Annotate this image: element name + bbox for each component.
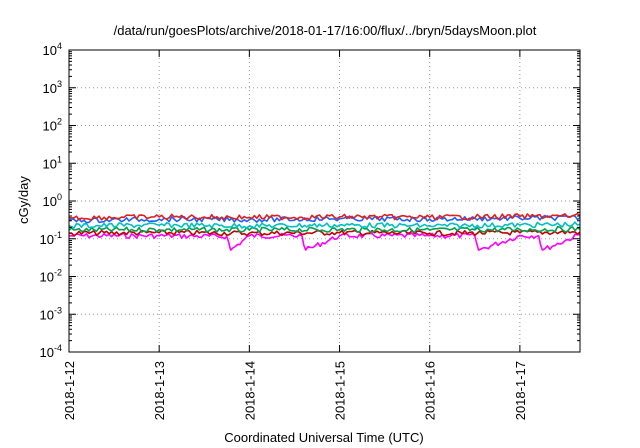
y-tick-label: 101 (43, 154, 62, 171)
x-tick-label: 2018-1-13 (152, 361, 167, 420)
grid (68, 49, 580, 353)
ticks: 10-410-310-210-11001011021031042018-1-12… (40, 41, 580, 420)
series-line (68, 212, 581, 221)
series-line (68, 221, 581, 229)
y-tick-base: 10 (40, 270, 54, 285)
y-tick-exponent: -4 (54, 343, 62, 353)
series-line (68, 232, 581, 251)
x-axis-label: Coordinated Universal Time (UTC) (224, 430, 423, 445)
y-tick-base: 10 (43, 156, 57, 171)
y-tick-base: 10 (43, 81, 57, 96)
series-layer (68, 212, 581, 251)
y-tick-exponent: 1 (57, 154, 62, 164)
y-tick-label: 10-1 (40, 230, 62, 247)
y-tick-label: 100 (43, 192, 62, 209)
y-tick-base: 10 (43, 119, 57, 134)
y-tick-label: 103 (43, 79, 62, 96)
x-tick-label: 2018-1-16 (423, 361, 438, 420)
x-tick-label: 2018-1-12 (62, 361, 77, 420)
x-tick-label: 2018-1-15 (333, 361, 348, 420)
y-tick-base: 10 (43, 194, 57, 209)
y-tick-base: 10 (40, 307, 54, 322)
y-tick-exponent: -1 (54, 230, 62, 240)
y-tick-exponent: 2 (57, 117, 62, 127)
y-tick-exponent: -3 (54, 305, 62, 315)
y-tick-exponent: 0 (57, 192, 62, 202)
y-tick-label: 102 (43, 117, 62, 134)
series-line (68, 226, 581, 234)
y-tick-label: 104 (43, 41, 62, 58)
y-tick-exponent: 3 (57, 79, 62, 89)
y-tick-label: 10-3 (40, 305, 62, 322)
y-tick-label: 10-2 (40, 268, 62, 285)
y-tick-exponent: -2 (54, 268, 62, 278)
chart-title: /data/run/goesPlots/archive/2018-01-17/1… (114, 23, 537, 38)
series-line (68, 229, 581, 237)
y-axis-label: cGy/day (16, 176, 31, 224)
x-tick-label: 2018-1-14 (242, 361, 257, 420)
y-tick-base: 10 (40, 345, 54, 360)
y-tick-exponent: 4 (57, 41, 62, 51)
y-tick-label: 10-4 (40, 343, 62, 360)
y-tick-base: 10 (40, 232, 54, 247)
x-tick-label: 2018-1-17 (513, 361, 528, 420)
y-tick-base: 10 (43, 43, 57, 58)
